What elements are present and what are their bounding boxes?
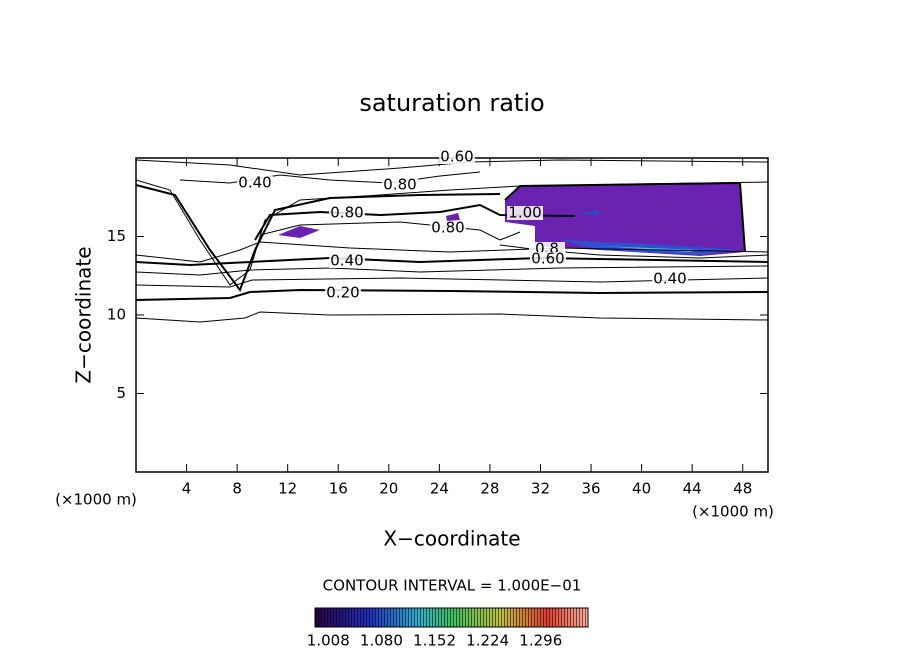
contour-label: 0.80 [383, 176, 416, 194]
contour-label-bg [652, 272, 688, 286]
x-tick-label: 8 [232, 480, 242, 498]
contour-label-bg [237, 176, 273, 190]
contour-label: 1.00 [508, 204, 541, 222]
colorbar-label: 1.224 [466, 632, 509, 650]
contour-label: 0.20 [326, 284, 359, 302]
x-axis-label: X−coordinate [383, 527, 520, 551]
x-tick-label: 32 [531, 480, 550, 498]
contour-label: 0.40 [238, 174, 271, 192]
colorbar-stripes [314, 607, 589, 628]
x-tick-label: 36 [581, 480, 600, 498]
contour-label: 0.40 [653, 270, 686, 288]
x-tick-label: 48 [733, 480, 752, 498]
contour-label: 0.80 [431, 219, 464, 237]
contour-fill [278, 183, 745, 256]
x-tick-label: 4 [182, 480, 192, 498]
contour-label: 0.60 [531, 250, 564, 268]
chart-title: saturation ratio [359, 89, 544, 117]
x-tick-label: 44 [683, 480, 702, 498]
contour-label-bg [329, 254, 365, 268]
y-axis-label: Z−coordinate [72, 246, 96, 383]
contour-label-bg [382, 178, 418, 192]
contour-label-bg [430, 221, 466, 235]
x-tick-label: 40 [632, 480, 651, 498]
colorbar-label: 1.296 [519, 632, 562, 650]
colorbar-label: 1.008 [307, 632, 350, 650]
contour-label-bg [530, 252, 566, 266]
contour-label: 0.40 [330, 252, 363, 270]
contour-interval: CONTOUR INTERVAL = 1.000E−01 [323, 577, 582, 595]
contour-label-bg [329, 206, 365, 220]
colorbar-label: 1.080 [360, 632, 403, 650]
x-tick-label: 12 [278, 480, 297, 498]
y-tick-label: 5 [116, 384, 126, 402]
x-tick-label: 16 [329, 480, 348, 498]
x-tick-label: 24 [430, 480, 449, 498]
contour-label: 0.60 [440, 148, 473, 166]
contour-label-bg [507, 206, 543, 220]
x-unit: (×1000 m) [692, 503, 774, 521]
colorbar-label: 1.152 [413, 632, 456, 650]
x-unit: (×1000 m) [55, 491, 137, 509]
contour-label-bg [439, 150, 475, 164]
contour-label-bg [325, 286, 361, 300]
x-tick-label: 20 [379, 480, 398, 498]
y-tick-label: 15 [107, 227, 126, 245]
contour-label: 0.80 [330, 204, 363, 222]
x-tick-label: 28 [480, 480, 499, 498]
y-tick-label: 10 [107, 306, 126, 324]
